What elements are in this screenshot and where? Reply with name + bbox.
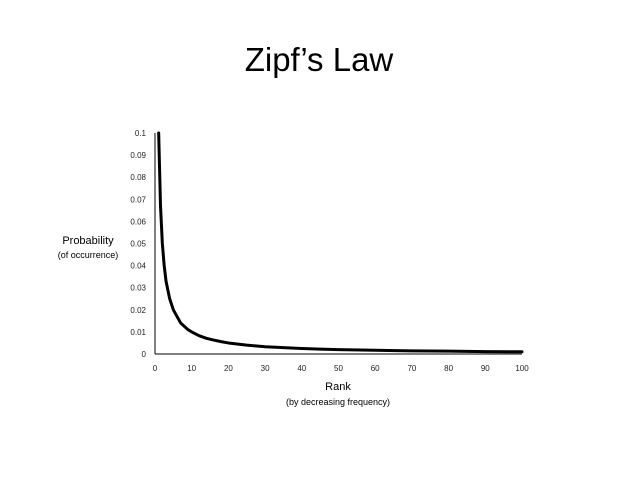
y-tick-label: 0.04 bbox=[130, 262, 146, 271]
x-tick-labels: 0 10 20 30 40 50 60 70 80 90 100 bbox=[153, 364, 529, 373]
page-title: Zipf’s Law bbox=[244, 41, 394, 78]
y-tick-label: 0.07 bbox=[130, 195, 146, 204]
y-tick-label: 0.03 bbox=[130, 284, 146, 293]
x-tick-label: 90 bbox=[481, 364, 490, 373]
y-tick-label: 0.06 bbox=[130, 217, 146, 226]
series-line bbox=[157, 131, 524, 354]
x-tick-label: 10 bbox=[187, 364, 196, 373]
y-axis-sublabel: (of occurrence) bbox=[58, 250, 119, 260]
y-tick-label: 0.02 bbox=[130, 306, 146, 315]
x-axis-sublabel: (by decreasing frequency) bbox=[286, 397, 390, 407]
x-tick-label: 20 bbox=[224, 364, 233, 373]
y-tick-labels: 0 0.01 0.02 0.03 0.04 0.05 0.06 0.07 0.08 0.09 0.1 bbox=[130, 129, 146, 359]
x-tick-label: 60 bbox=[371, 364, 380, 373]
y-tick-label: 0.08 bbox=[130, 173, 146, 182]
x-tick-label: 50 bbox=[334, 364, 343, 373]
x-tick-label: 100 bbox=[515, 364, 529, 373]
x-tick-label: 70 bbox=[407, 364, 416, 373]
y-axis-label: Probability bbox=[62, 235, 114, 247]
x-axis-label: Rank bbox=[325, 381, 351, 393]
y-tick-label: 0.05 bbox=[130, 240, 146, 249]
x-tick-label: 40 bbox=[297, 364, 306, 373]
x-tick-label: 0 bbox=[153, 364, 158, 373]
y-tick-label: 0.01 bbox=[130, 328, 146, 337]
y-tick-label: 0.09 bbox=[130, 151, 146, 160]
x-tick-label: 80 bbox=[444, 364, 453, 373]
y-tick-label: 0 bbox=[142, 350, 147, 359]
y-tick-label: 0.1 bbox=[135, 129, 147, 138]
x-tick-label: 30 bbox=[261, 364, 270, 373]
